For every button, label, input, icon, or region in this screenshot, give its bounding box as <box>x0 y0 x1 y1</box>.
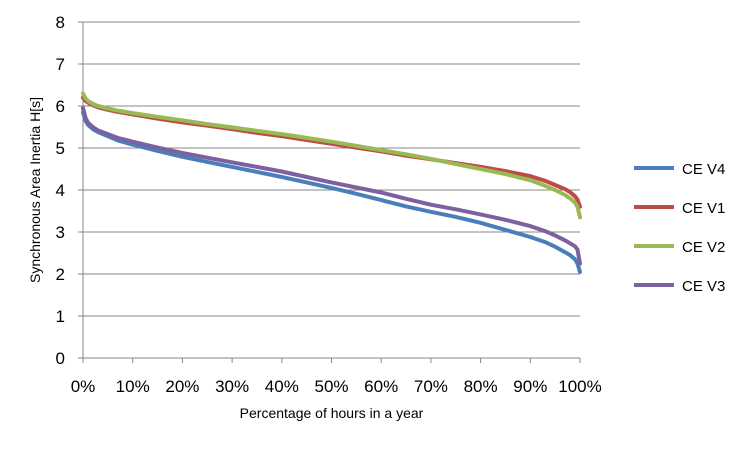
legend-item: CE V4 <box>634 161 725 178</box>
series-lines <box>81 91 582 274</box>
y-tick-label: 6 <box>56 97 65 116</box>
y-tick-label: 1 <box>56 307 65 326</box>
legend-label: CE V4 <box>682 161 725 178</box>
y-tick-label: 2 <box>56 265 65 284</box>
x-tick-label: 80% <box>464 377 498 396</box>
x-axis-title: Percentage of hours in a year <box>240 405 424 421</box>
legend-label: CE V1 <box>682 200 725 217</box>
series-line-ce-v4 <box>81 110 582 274</box>
legend-item: CE V2 <box>634 239 725 256</box>
y-tick-label: 8 <box>56 13 65 32</box>
x-tick-label: 40% <box>265 377 299 396</box>
legend-item: CE V3 <box>634 278 725 295</box>
y-axis-title: Synchronous Area Inertia H[s] <box>27 97 43 283</box>
y-tick-label: 3 <box>56 223 65 242</box>
x-tick-label: 100% <box>558 377 601 396</box>
x-tick-label: 0% <box>71 377 96 396</box>
series-line-ce-v2 <box>81 91 582 220</box>
y-tick-label: 7 <box>56 55 65 74</box>
axes <box>78 21 581 363</box>
x-tick-label: 10% <box>116 377 150 396</box>
gridlines <box>83 21 580 317</box>
x-tick-label: 90% <box>513 377 547 396</box>
legend: CE V4 CE V1 CE V2 CE V3 <box>634 161 725 295</box>
series-line-ce-v3 <box>81 106 582 266</box>
legend-label: CE V2 <box>682 239 725 256</box>
x-tick-label: 60% <box>364 377 398 396</box>
x-tick-label: 20% <box>165 377 199 396</box>
y-tick-label: 0 <box>56 349 65 368</box>
y-tick-label: 4 <box>56 181 65 200</box>
legend-item: CE V1 <box>634 200 725 217</box>
legend-label: CE V3 <box>682 278 725 295</box>
y-tick-label: 5 <box>56 139 65 158</box>
x-tick-label: 30% <box>215 377 249 396</box>
x-tick-label: 50% <box>314 377 348 396</box>
x-tick-label: 70% <box>414 377 448 396</box>
